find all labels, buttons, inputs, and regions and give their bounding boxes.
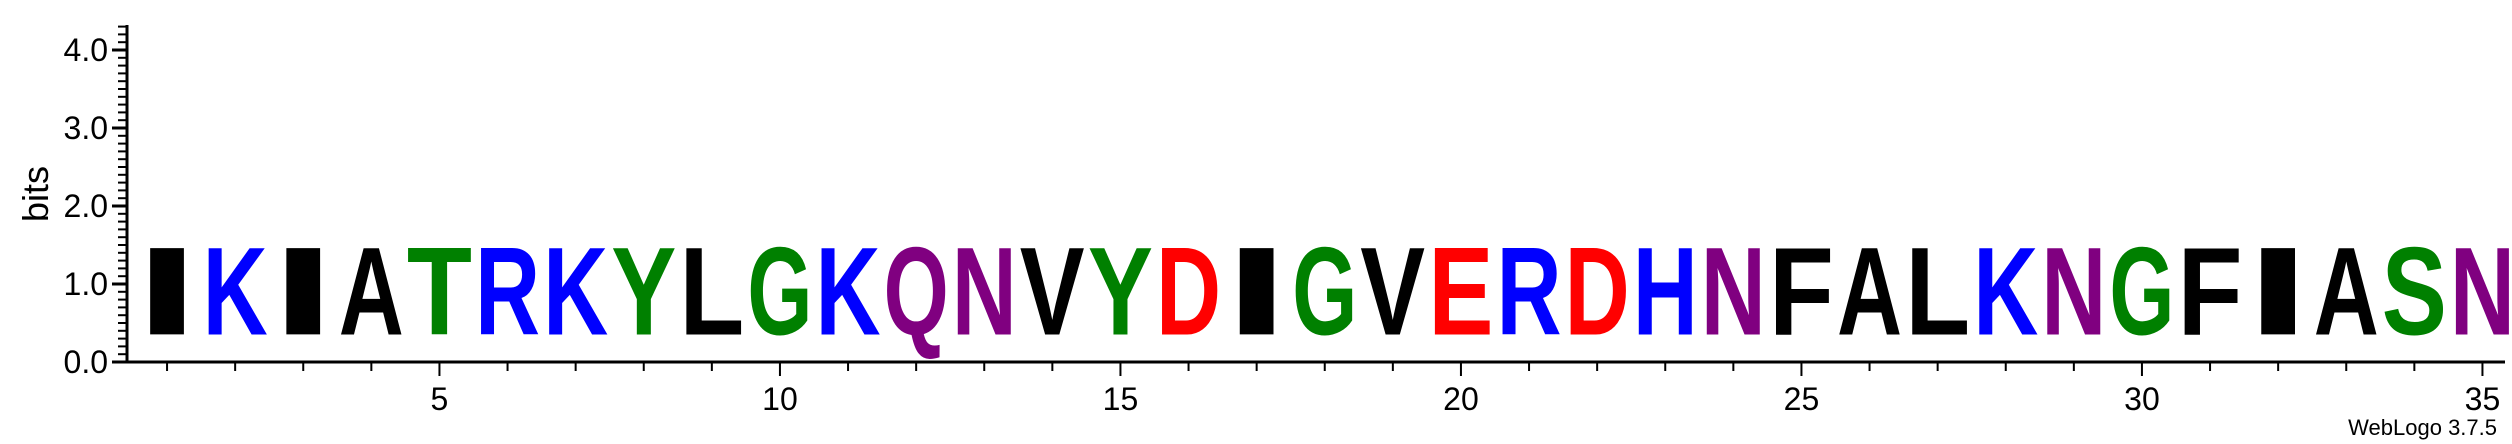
logo-letter: N xyxy=(2041,222,2106,362)
y-tick-label: 1.0 xyxy=(64,266,108,302)
logo-letter: K xyxy=(816,222,881,362)
logo-letter: A xyxy=(2314,222,2379,362)
logo-letter: R xyxy=(475,222,540,362)
logo-letter: L xyxy=(1905,221,1970,361)
logo-letter: G xyxy=(747,222,812,362)
logo-letter: K xyxy=(203,222,268,362)
logo-letter: Y xyxy=(1088,221,1153,362)
logo-letter: L xyxy=(679,221,744,361)
y-axis-label: bits xyxy=(15,166,56,222)
logo-letter: I xyxy=(135,221,200,361)
logo-letter: I xyxy=(271,221,336,361)
logo-letter: R xyxy=(1497,222,1562,362)
logo-letter: D xyxy=(1156,222,1221,362)
logo-letter: V xyxy=(1020,220,1085,361)
logo-letter: K xyxy=(1973,222,2038,362)
x-tick-label: 20 xyxy=(1443,381,1479,417)
logo-letter: N xyxy=(2450,222,2512,362)
logo-letter: G xyxy=(2109,222,2174,362)
y-tick-label: 3.0 xyxy=(64,110,108,146)
x-tick-label: 30 xyxy=(2124,381,2160,417)
logo-letter: I xyxy=(1224,221,1289,361)
x-ticks: 5 10 15 20 25 30 35 xyxy=(166,362,2501,417)
weblogo-credit: WebLogo 3.7.5 xyxy=(2348,415,2497,440)
y-tick-label: 2.0 xyxy=(64,188,108,224)
logo-letter: F xyxy=(1769,221,1834,361)
logo-letter: Q xyxy=(884,222,949,362)
logo-letter: K xyxy=(543,222,608,362)
logo-letter: V xyxy=(1360,220,1425,361)
y-tick-label: 0.0 xyxy=(64,344,108,380)
y-tick-label: 4.0 xyxy=(64,32,108,68)
x-tick-label: 15 xyxy=(1103,381,1139,417)
logo-letter: Y xyxy=(611,221,676,362)
logo-letter: N xyxy=(952,222,1017,362)
logo-letter: T xyxy=(407,221,472,361)
x-tick-label: 5 xyxy=(431,381,449,417)
logo-letter: H xyxy=(1633,222,1698,362)
x-tick-label: 35 xyxy=(2465,381,2501,417)
logo-letter: E xyxy=(1428,221,1493,362)
logo-letter: D xyxy=(1565,222,1630,362)
x-tick-label: 10 xyxy=(762,381,798,417)
y-ticks: 0.0 1.0 2.0 3.0 4.0 xyxy=(64,25,127,380)
logo-letter: N xyxy=(1701,222,1766,362)
x-tick-label: 25 xyxy=(1784,381,1820,417)
logo-letter: F xyxy=(2178,221,2243,361)
logo-letter: I xyxy=(2246,221,2311,361)
logo-letter: A xyxy=(1837,222,1902,362)
logo-letter: S xyxy=(2382,221,2447,362)
logo-letter: G xyxy=(1292,222,1357,362)
logo-letter: A xyxy=(339,222,404,362)
